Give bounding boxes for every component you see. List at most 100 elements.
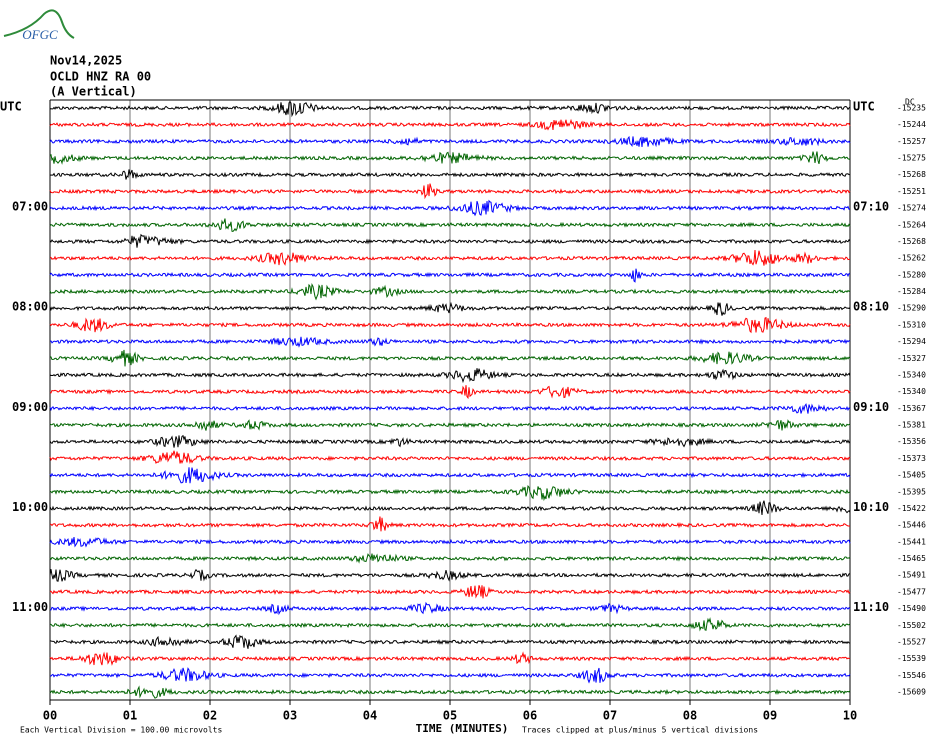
trace bbox=[49, 169, 850, 180]
trace bbox=[49, 585, 851, 599]
trace bbox=[49, 651, 851, 666]
offset-label: -15491 bbox=[897, 571, 926, 580]
trace bbox=[49, 685, 851, 699]
offset-label: -15251 bbox=[897, 187, 926, 196]
trace bbox=[49, 537, 851, 548]
offset-label: -15244 bbox=[897, 120, 926, 129]
offset-label: -15477 bbox=[897, 587, 926, 596]
offset-label: -15356 bbox=[897, 437, 926, 446]
right-time-label: 11:10 bbox=[853, 600, 889, 614]
station: OCLD HNZ RA 00 bbox=[50, 70, 151, 84]
left-time-label: 08:00 bbox=[12, 300, 48, 314]
x-tick-label: 00 bbox=[43, 709, 57, 723]
offset-label: -15274 bbox=[897, 204, 926, 213]
trace bbox=[49, 484, 851, 502]
offset-label: -15527 bbox=[897, 637, 926, 646]
left-time-label: UTC bbox=[0, 100, 22, 114]
offset-label: -15539 bbox=[897, 654, 926, 663]
offset-label: -15310 bbox=[897, 320, 926, 329]
right-time-label: 07:10 bbox=[853, 200, 889, 214]
logo-text: OFGC bbox=[22, 27, 58, 42]
x-tick-label: 02 bbox=[203, 709, 217, 723]
offset-label: -15502 bbox=[897, 621, 926, 630]
trace bbox=[49, 349, 851, 367]
trace bbox=[49, 419, 851, 431]
x-tick-label: 06 bbox=[523, 709, 537, 723]
offset-label: -15373 bbox=[897, 454, 926, 463]
trace bbox=[49, 403, 851, 414]
trace bbox=[49, 301, 851, 316]
trace bbox=[49, 617, 851, 632]
trace bbox=[49, 316, 851, 334]
trace bbox=[49, 500, 851, 515]
trace bbox=[49, 553, 851, 564]
offset-label: -15340 bbox=[897, 370, 926, 379]
trace bbox=[49, 434, 851, 448]
x-tick-label: 01 bbox=[123, 709, 137, 723]
offset-label: -15609 bbox=[897, 688, 926, 697]
x-tick-label: 07 bbox=[603, 709, 617, 723]
offset-label: -15290 bbox=[897, 304, 926, 313]
x-tick-label: 03 bbox=[283, 709, 297, 723]
offset-label: -15367 bbox=[897, 404, 926, 413]
offset-label: -15422 bbox=[897, 504, 926, 513]
trace bbox=[49, 368, 851, 384]
trace bbox=[49, 100, 851, 118]
trace bbox=[49, 282, 851, 301]
trace bbox=[49, 183, 851, 200]
component: (A Vertical) bbox=[50, 85, 137, 99]
offset-label: -15465 bbox=[897, 554, 926, 563]
left-time-label: 11:00 bbox=[12, 600, 48, 614]
trace bbox=[49, 218, 851, 232]
offset-label: -15490 bbox=[897, 604, 926, 613]
plot: 00 01 02 03 04 05 06 07 08 09 10 -15235 UTC UTC -15244… bbox=[0, 98, 926, 723]
offset-label: -15284 bbox=[897, 287, 926, 296]
right-time-label: 09:10 bbox=[853, 400, 889, 414]
offset-label: -15446 bbox=[897, 521, 926, 530]
x-tick-label: 04 bbox=[363, 709, 377, 723]
right-time-label: UTC bbox=[853, 100, 875, 114]
trace bbox=[49, 450, 851, 464]
offset-label: -15268 bbox=[897, 237, 926, 246]
offset-label: -15257 bbox=[897, 137, 926, 146]
trace bbox=[49, 118, 851, 131]
offset-label: -15441 bbox=[897, 537, 926, 546]
date: Nov14,2025 bbox=[50, 54, 122, 68]
dc-label: DC bbox=[905, 98, 915, 107]
trace bbox=[49, 151, 851, 165]
trace bbox=[49, 233, 851, 248]
trace bbox=[49, 568, 851, 582]
trace bbox=[49, 467, 851, 484]
trace bbox=[49, 336, 851, 348]
logo: OFGC bbox=[3, 9, 75, 42]
offset-label: -15546 bbox=[897, 671, 926, 680]
right-time-label: 08:10 bbox=[853, 300, 889, 314]
offset-label: -15395 bbox=[897, 487, 926, 496]
offset-label: -15327 bbox=[897, 354, 926, 363]
trace bbox=[49, 516, 851, 532]
offset-label: -15262 bbox=[897, 254, 926, 263]
offset-label: -15275 bbox=[897, 154, 926, 163]
offset-label: -15280 bbox=[897, 270, 926, 279]
offset-label: -15268 bbox=[897, 170, 926, 179]
trace bbox=[49, 385, 851, 400]
trace bbox=[49, 135, 851, 148]
offset-label: -15381 bbox=[897, 421, 926, 430]
logo-curve bbox=[3, 9, 75, 39]
x-tick-label: 09 bbox=[763, 709, 777, 723]
scale-note: Each Vertical Division = 100.00 microvol… bbox=[20, 726, 222, 735]
trace bbox=[49, 268, 851, 283]
offset-label: -15405 bbox=[897, 471, 926, 480]
trace bbox=[49, 601, 851, 616]
trace bbox=[49, 667, 851, 684]
left-time-label: 10:00 bbox=[12, 500, 48, 514]
clip-note: Traces clipped at plus/minus 5 vertical … bbox=[522, 726, 758, 735]
left-time-label: 09:00 bbox=[12, 400, 48, 414]
trace bbox=[49, 634, 851, 649]
x-tick-label: 08 bbox=[683, 709, 697, 723]
x-tick-label: 05 bbox=[443, 709, 457, 723]
offset-label: -15235 bbox=[897, 104, 926, 113]
offset-label: -15340 bbox=[897, 387, 926, 396]
trace bbox=[49, 199, 850, 217]
